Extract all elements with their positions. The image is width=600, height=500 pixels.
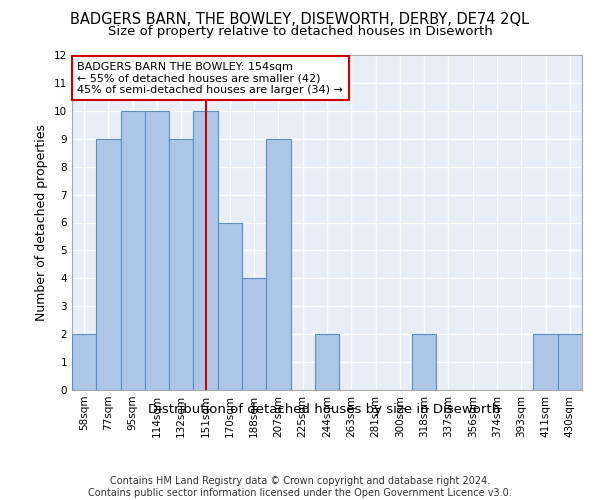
Text: BADGERS BARN THE BOWLEY: 154sqm
← 55% of detached houses are smaller (42)
45% of: BADGERS BARN THE BOWLEY: 154sqm ← 55% of… — [77, 62, 343, 95]
Text: BADGERS BARN, THE BOWLEY, DISEWORTH, DERBY, DE74 2QL: BADGERS BARN, THE BOWLEY, DISEWORTH, DER… — [70, 12, 530, 28]
Bar — [96, 138, 121, 390]
Bar — [72, 334, 96, 390]
Bar — [121, 111, 145, 390]
Y-axis label: Number of detached properties: Number of detached properties — [35, 124, 49, 321]
Bar — [145, 111, 169, 390]
Text: Size of property relative to detached houses in Diseworth: Size of property relative to detached ho… — [107, 25, 493, 38]
Bar — [533, 334, 558, 390]
Bar — [169, 138, 193, 390]
Bar — [558, 334, 582, 390]
Bar — [412, 334, 436, 390]
Bar — [193, 111, 218, 390]
Text: Contains HM Land Registry data © Crown copyright and database right 2024.
Contai: Contains HM Land Registry data © Crown c… — [88, 476, 512, 498]
Text: Distribution of detached houses by size in Diseworth: Distribution of detached houses by size … — [148, 402, 500, 415]
Bar — [266, 138, 290, 390]
Bar — [315, 334, 339, 390]
Bar — [242, 278, 266, 390]
Bar — [218, 222, 242, 390]
